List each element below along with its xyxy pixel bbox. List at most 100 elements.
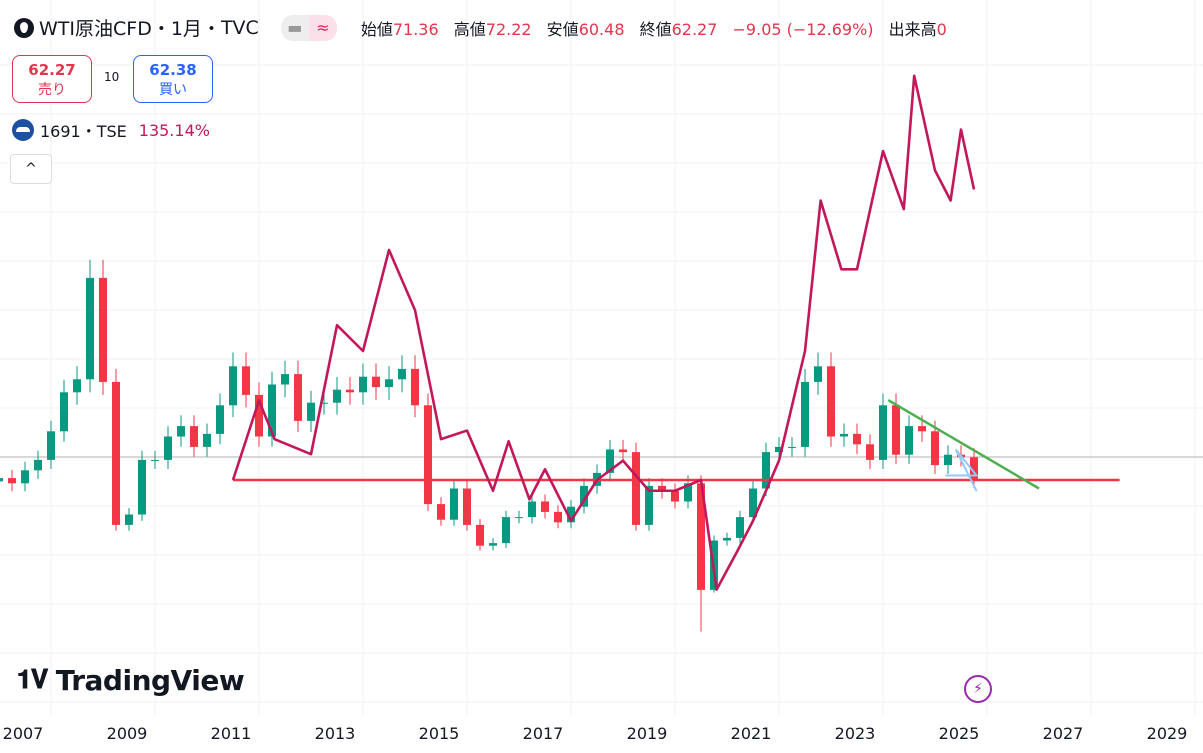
candle (736, 517, 744, 538)
collapse-legend-button[interactable]: ^ (10, 154, 52, 184)
compare-symbol-icon (12, 119, 34, 141)
compare-series-line (231, 74, 976, 591)
sell-button[interactable]: 62.27 売り (12, 55, 92, 103)
candle (125, 514, 133, 525)
candle (411, 368, 419, 406)
candle (918, 426, 926, 432)
x-tick-label: 2017 (522, 724, 564, 743)
candle (775, 446, 783, 453)
candle (437, 504, 445, 520)
candle (684, 483, 692, 502)
candle (749, 488, 757, 518)
candle (34, 459, 42, 471)
candle (827, 366, 835, 437)
candle (892, 405, 900, 455)
candle (619, 449, 627, 453)
candle (385, 379, 393, 388)
candle (190, 426, 198, 447)
lightning-icon[interactable]: ⚡ (964, 675, 992, 703)
candle (21, 470, 29, 484)
x-tick-label: 2015 (418, 724, 460, 743)
candle (177, 426, 185, 437)
candle (632, 452, 640, 525)
candle (762, 452, 770, 489)
candle (242, 366, 250, 395)
x-tick-label: 2027 (1042, 724, 1084, 743)
candle (359, 376, 367, 393)
quantity: 10 (104, 70, 120, 84)
candle (671, 491, 679, 502)
candle (112, 381, 120, 525)
candle (294, 374, 302, 421)
x-tick-label: 2021 (730, 724, 772, 743)
x-tick-label: 2009 (106, 724, 148, 743)
buy-button[interactable]: 62.38 買い (133, 55, 213, 103)
candle (0, 478, 3, 482)
candle (658, 485, 666, 492)
change: −9.05 (−12.69%) (732, 19, 874, 39)
candle (450, 488, 458, 520)
candle (281, 374, 289, 385)
compare-legend[interactable]: 1691・TSE 135.14% (12, 118, 210, 142)
candle (372, 376, 380, 388)
x-tick-label: 2025 (938, 724, 980, 743)
candle (333, 389, 341, 403)
candle (528, 501, 536, 518)
candle (515, 517, 523, 519)
candle (86, 277, 94, 380)
tradingview-logo[interactable]: 𝟏𝐕 TradingView (17, 664, 245, 697)
candle (320, 402, 328, 404)
candle (931, 431, 939, 466)
visibility-toggle[interactable]: ▬ ≈ (280, 14, 337, 41)
candle (203, 433, 211, 447)
candle (944, 454, 952, 466)
wave-icon[interactable]: ≈ (308, 14, 337, 41)
x-tick-label: 2023 (834, 724, 876, 743)
candle (268, 384, 276, 437)
x-tick-label: 2007 (2, 724, 44, 743)
candle (73, 379, 81, 393)
candle (99, 277, 107, 382)
candle (840, 433, 848, 437)
candle (8, 478, 16, 484)
candle (60, 392, 68, 432)
candle (463, 488, 471, 525)
ohlc-values: 始値71.36 高値72.22 安値60.48 終値62.27 −9.05 (−… (360, 19, 947, 39)
candle (138, 459, 146, 515)
candle (645, 485, 653, 525)
candle (866, 444, 874, 460)
candle (541, 501, 549, 512)
candle (554, 511, 562, 523)
interval[interactable]: 1月 (170, 18, 202, 40)
candle (229, 366, 237, 406)
candle (801, 381, 809, 447)
trendline (887, 399, 1040, 490)
x-tick-label: 2011 (210, 724, 252, 743)
candle (502, 517, 510, 544)
exchange: TVC (220, 16, 259, 39)
tv-logo-icon: 𝟏𝐕 (17, 665, 48, 695)
candle (489, 543, 497, 546)
hide-icon[interactable]: ▬ (280, 14, 309, 41)
candle (879, 405, 887, 460)
symbol-name[interactable]: WTI原油CFD (39, 18, 152, 40)
x-tick-label: 2019 (626, 724, 668, 743)
candle (398, 368, 406, 380)
candle (424, 405, 432, 505)
candle (814, 366, 822, 382)
candle (905, 426, 913, 455)
separator: ・ (201, 18, 221, 40)
candle (255, 394, 263, 437)
candle (216, 405, 224, 434)
candle (970, 457, 978, 480)
candle (567, 506, 575, 523)
candle (788, 446, 796, 448)
small-trendline (945, 448, 979, 492)
x-tick-label: 2013 (314, 724, 356, 743)
candle (164, 436, 172, 460)
oil-drop-icon (14, 17, 34, 38)
symbol-header: WTI原油CFD ・ 1月 ・ TVC ▬ ≈ 始値71.36 高値72.22 … (14, 14, 957, 41)
candle (606, 449, 614, 473)
candle (476, 524, 484, 546)
